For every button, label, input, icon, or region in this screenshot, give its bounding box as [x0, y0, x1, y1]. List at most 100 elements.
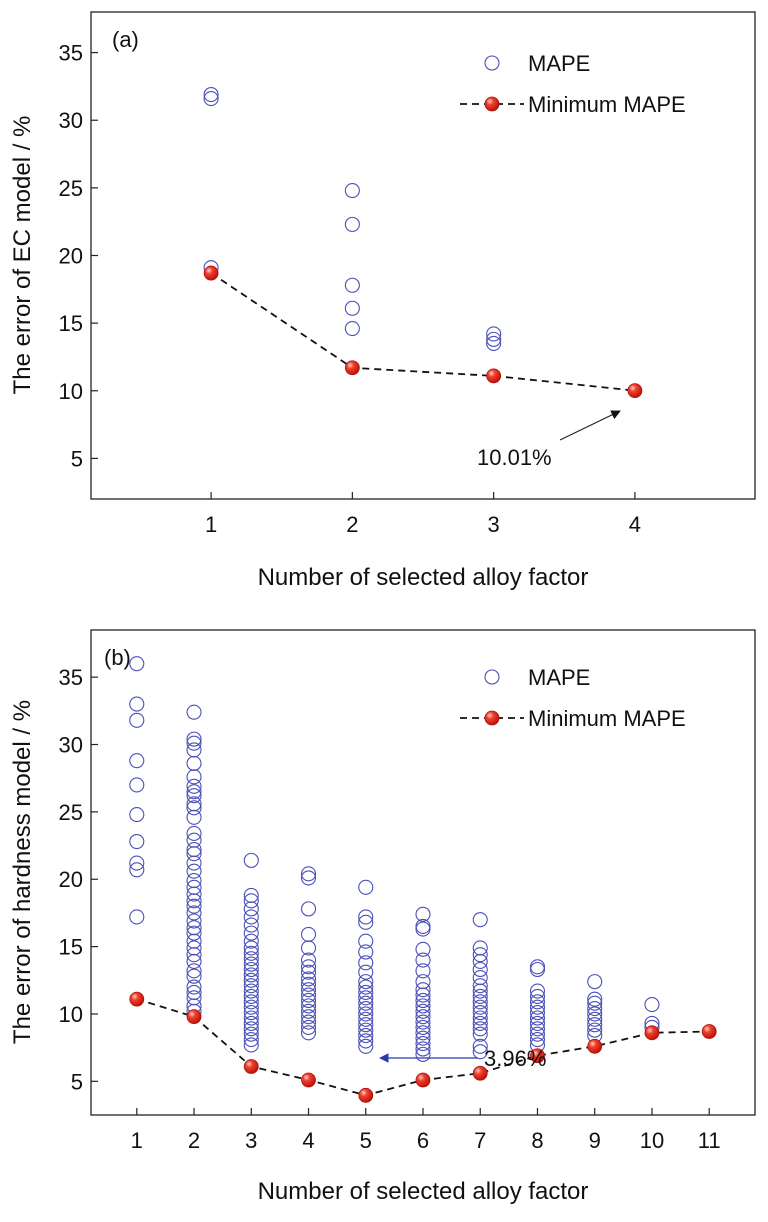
mape-point: [587, 974, 603, 990]
mape-point: [243, 940, 259, 956]
minimum-mape-point: [472, 1065, 488, 1081]
x-axis-label-b: Number of selected alloy factor: [258, 1178, 589, 1205]
mape-point: [243, 1010, 259, 1026]
mape-point: [186, 846, 202, 862]
y-tick-label-a: 10: [59, 379, 83, 404]
mape-point: [358, 1038, 374, 1054]
mape-point: [300, 982, 317, 998]
mape-point: [243, 951, 259, 967]
minimum-mape-point: [627, 383, 643, 399]
mape-point: [129, 862, 145, 878]
mape-point: [587, 1017, 603, 1033]
mape-point: [186, 809, 202, 825]
mape-point: [300, 1019, 317, 1035]
mape-point: [243, 978, 259, 994]
mape-point: [186, 886, 202, 902]
mape-point: [186, 979, 202, 995]
mape-point: [186, 825, 202, 841]
y-tick-label-a: 25: [59, 176, 83, 201]
mape-point: [243, 961, 259, 978]
mape-point: [472, 961, 488, 978]
mape-point: [415, 1046, 431, 1062]
mape-point: [415, 1036, 431, 1052]
mape-point: [358, 879, 374, 895]
mape-point: [587, 991, 603, 1007]
mape-point: [529, 1021, 546, 1037]
mape-point: [186, 905, 202, 921]
mape-point: [472, 983, 488, 999]
mape-point: [415, 1025, 431, 1041]
minimum-mape-point: [344, 360, 360, 376]
mape-point: [415, 906, 431, 922]
mape-point: [186, 953, 202, 969]
panel-label-a: (a): [112, 27, 139, 52]
mape-point: [243, 917, 259, 933]
minimum-mape-point: [129, 991, 145, 1007]
mape-point: [243, 933, 259, 949]
mape-point: [472, 1026, 488, 1042]
mape-point: [186, 788, 202, 804]
mape-point: [243, 967, 259, 983]
x-axis-label-a: Number of selected alloy factor: [258, 564, 589, 591]
x-tick-label-a: 3: [488, 512, 500, 537]
mape-point: [300, 926, 317, 943]
mape-point: [243, 972, 259, 988]
y-tick-label-a: 15: [59, 311, 83, 336]
mape-point: [587, 1022, 603, 1038]
mape-point: [415, 1003, 431, 1019]
x-tick-label-b: 9: [589, 1128, 601, 1153]
mape-point: [300, 992, 317, 1009]
mape-point: [243, 893, 259, 909]
mape-point: [529, 1026, 546, 1042]
y-tick-label-b: 15: [59, 935, 83, 960]
mape-point: [472, 970, 488, 986]
mape-point: [529, 994, 546, 1010]
mape-point: [300, 1009, 317, 1025]
mape-point: [587, 1011, 603, 1027]
mape-point: [344, 320, 360, 337]
mape-point: [587, 995, 603, 1011]
legend-mape-label-b: MAPE: [528, 665, 590, 690]
mape-point: [129, 696, 145, 712]
x-tick-label-b: 6: [417, 1128, 429, 1153]
mape-point: [529, 988, 546, 1004]
mape-point: [186, 968, 202, 984]
mape-point: [358, 909, 374, 925]
mape-point: [300, 998, 317, 1014]
panel-label-b: (b): [104, 645, 131, 670]
mape-point: [300, 971, 317, 987]
mape-point: [415, 941, 431, 957]
minimum-mape-point: [486, 368, 502, 384]
mape-point: [472, 947, 488, 963]
mape-point: [300, 959, 317, 975]
mape-point: [486, 331, 502, 347]
mape-point: [358, 1027, 374, 1044]
mape-point: [186, 855, 202, 871]
minimum-mape-point: [186, 1009, 202, 1025]
x-tick-label-a: 1: [205, 512, 217, 537]
mape-point: [529, 1010, 546, 1026]
mape-point: [300, 940, 317, 956]
mape-point: [186, 842, 202, 858]
legend-min-marker-a: [484, 96, 500, 112]
mape-point: [300, 870, 317, 886]
y-tick-label-a: 30: [59, 108, 83, 133]
mape-point: [300, 1003, 317, 1019]
mape-point: [358, 1033, 374, 1049]
mape-point: [186, 778, 202, 794]
minimum-mape-point: [203, 265, 219, 281]
mape-point: [186, 735, 202, 751]
mape-point: [529, 999, 546, 1015]
mape-point: [186, 963, 202, 979]
mape-point: [186, 769, 202, 785]
minimum-mape-point: [243, 1059, 259, 1074]
mape-point: [243, 983, 259, 999]
mape-point: [358, 914, 374, 930]
mape-point: [243, 999, 259, 1015]
mape-point: [358, 933, 374, 949]
mape-point: [243, 925, 259, 941]
mape-point: [486, 326, 502, 342]
y-tick-label-b: 30: [59, 733, 83, 758]
mape-point: [358, 990, 374, 1006]
mape-point: [587, 1001, 603, 1017]
